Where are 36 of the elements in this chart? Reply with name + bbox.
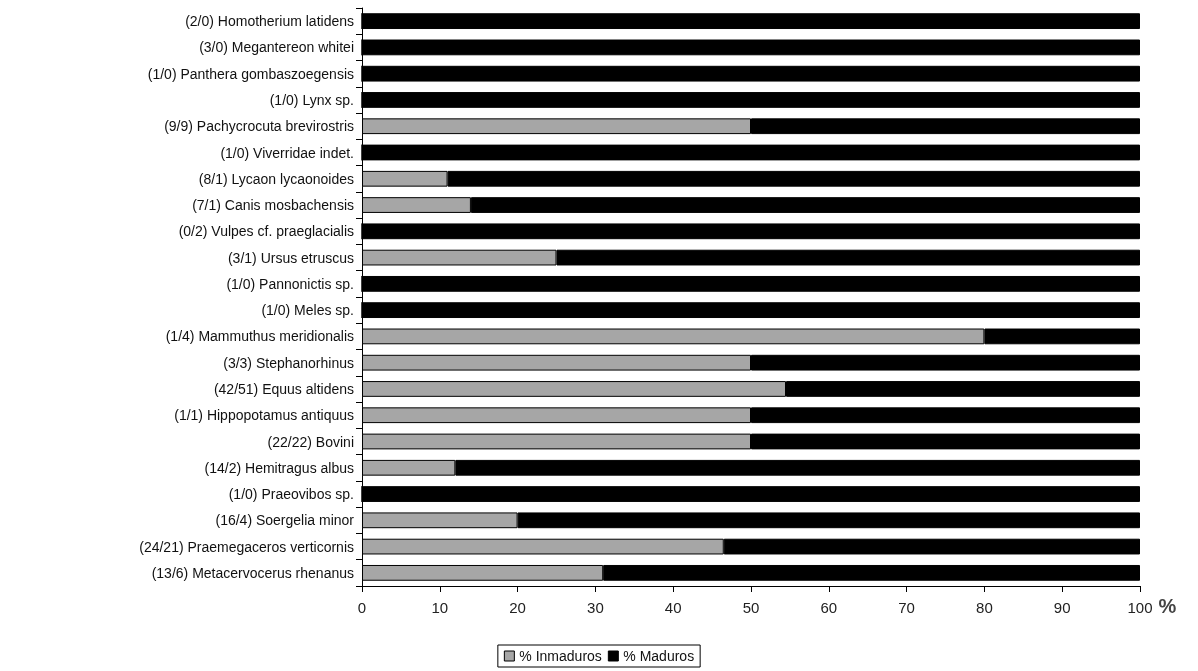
y-tick-label: (9/9) Pachycrocuta brevirostris — [164, 118, 354, 135]
y-tick-label: (1/0) Meles sp. — [261, 302, 354, 319]
x-tick-label: 90 — [1053, 599, 1071, 616]
x-tick-label: 40 — [664, 599, 682, 616]
y-tick-label: (1/0) Pannonictis sp. — [226, 275, 354, 292]
y-tick-label: (24/21) Praemegaceros verticornis — [139, 538, 354, 555]
x-tick-label: 10 — [431, 599, 449, 616]
x-tick-label: 20 — [509, 599, 526, 616]
y-tick-label: (2/0) Homotherium latidens — [185, 13, 354, 30]
x-tick-label: 50 — [742, 599, 760, 616]
x-tick-label: 60 — [820, 599, 838, 616]
y-tick-label: (1/0) Panthera gombaszoegensis — [147, 65, 354, 82]
y-tick-label: (1/4) Mammuthus meridionalis — [165, 328, 354, 345]
legend-label: % Maduros — [623, 648, 695, 664]
y-tick-label: (3/0) Megantereon whitei — [199, 39, 354, 56]
y-tick-label: (1/0) Lynx sp. — [269, 91, 354, 108]
x-tick-label: 70 — [898, 599, 915, 616]
x-tick-label: 0 — [357, 599, 367, 616]
y-tick-label: (13/6) Metacervocerus rhenanus — [151, 564, 354, 581]
x-tick-label: 100 — [1127, 599, 1153, 616]
y-tick-label: (16/4) Soergelia minor — [215, 512, 355, 529]
y-tick-label: (1/0) Viverridae indet. — [220, 144, 354, 161]
y-tick-label: (3/3) Stephanorhinus — [223, 354, 354, 371]
y-tick-label: (42/51) Equus altidens — [213, 380, 354, 397]
x-axis-title: % — [1158, 595, 1177, 617]
legend-label: % Inmaduros — [519, 648, 602, 664]
y-tick-label: (7/1) Canis mosbachensis — [192, 197, 354, 214]
y-tick-label: (8/1) Lycaon lycaonoides — [198, 170, 354, 187]
y-tick-label: (22/22) Bovini — [267, 433, 354, 450]
y-tick-label: (0/2) Vulpes cf. praeglacialis — [178, 223, 354, 240]
y-tick-label: (3/1) Ursus etruscus — [227, 249, 354, 266]
x-tick-label: 80 — [976, 599, 993, 616]
y-tick-label: (1/1) Hippopotamus antiquus — [174, 407, 354, 424]
y-tick-label: (1/0) Praeovibos sp. — [228, 486, 354, 503]
x-tick-label: 30 — [587, 599, 604, 616]
y-tick-label: (14/2) Hemitragus albus — [204, 459, 354, 476]
